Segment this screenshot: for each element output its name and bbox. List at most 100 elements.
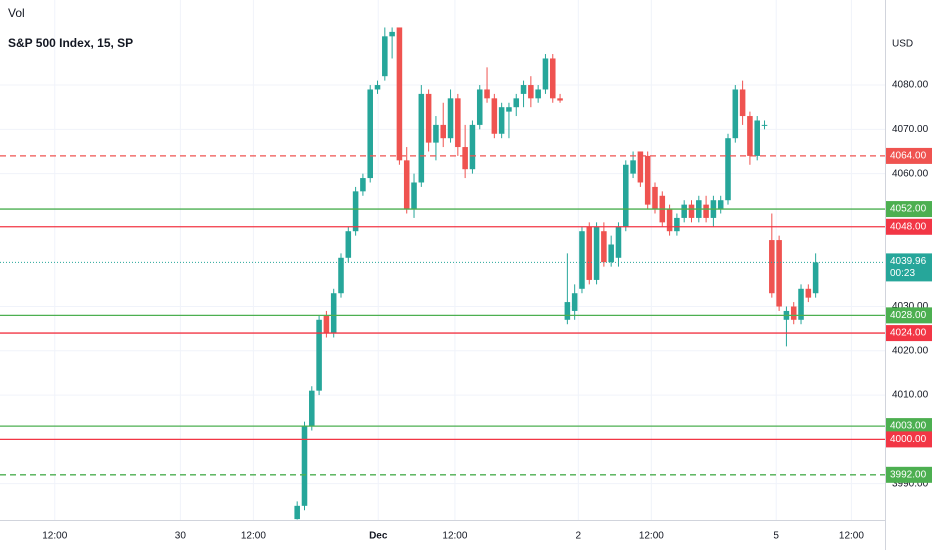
volume-label: Vol	[8, 6, 25, 20]
level-tag	[886, 218, 932, 235]
candle-body	[425, 93, 432, 143]
level-label: 4024.00	[890, 328, 927, 339]
level-label: 4052.00	[890, 204, 927, 215]
y-tick-label: 3990.00	[892, 478, 929, 489]
level-label: 4028.00	[890, 310, 927, 321]
candle-body	[637, 151, 644, 183]
x-tick-label: 5	[773, 531, 779, 542]
level-label: 4064.00	[890, 151, 927, 162]
candle-body	[601, 231, 607, 263]
x-tick-label: 12:00	[241, 531, 266, 542]
candle-body	[433, 124, 439, 143]
level-label: 4048.00	[890, 221, 927, 232]
level-tag	[886, 201, 932, 218]
chart-title: S&P 500 Index, 15, SP	[8, 36, 133, 50]
candle-body	[513, 98, 520, 108]
candle-body	[323, 315, 330, 334]
y-tick-label: 4070.00	[892, 124, 929, 135]
candle-body	[644, 155, 651, 205]
x-tick-label: 30	[175, 531, 187, 542]
candle-body	[652, 186, 658, 210]
candle-body	[294, 505, 300, 520]
last-price-label: 4039.96	[890, 256, 927, 267]
candle-body	[717, 200, 724, 210]
candle-body	[396, 27, 403, 161]
x-tick-label: 12:00	[839, 531, 864, 542]
candle-body	[579, 231, 585, 289]
y-tick-label: 4080.00	[892, 80, 929, 91]
candle-body	[571, 293, 578, 311]
candle-body	[776, 240, 782, 307]
x-tick-label: 12:00	[42, 531, 67, 542]
candle-body	[798, 288, 804, 320]
candle-body	[754, 120, 760, 156]
candle-body	[747, 116, 753, 156]
candle-body	[557, 98, 563, 101]
candle-body	[476, 89, 483, 125]
candle-body	[593, 226, 600, 280]
candle-body	[301, 426, 308, 506]
candle-body	[528, 85, 534, 99]
candle-body	[674, 217, 680, 232]
level-label: 4003.00	[890, 421, 927, 432]
candle-body	[520, 85, 527, 94]
level-tag	[886, 418, 932, 435]
candle-body	[615, 226, 622, 258]
candle-body	[447, 98, 454, 139]
y-tick-label: 4020.00	[892, 345, 929, 356]
candle-body	[703, 204, 709, 218]
last-price-tag	[886, 253, 932, 282]
candle-body	[469, 124, 476, 170]
candle-body	[374, 85, 381, 90]
level-label: 3992.00	[890, 469, 927, 480]
candle-body	[360, 178, 366, 192]
x-tick-label: 12:00	[639, 531, 664, 542]
candle-body	[418, 93, 425, 183]
candle-body	[790, 306, 797, 320]
candle-body	[484, 89, 490, 99]
y-tick-label: 4010.00	[892, 390, 929, 401]
candle-body	[564, 302, 571, 320]
y-tick-label: 4030.00	[892, 301, 929, 312]
candle-body	[455, 98, 461, 148]
level-tag	[886, 431, 932, 448]
bar-timer: 00:23	[890, 268, 915, 279]
candle-body	[345, 231, 352, 258]
candle-body	[352, 191, 359, 232]
candle-body	[403, 160, 410, 210]
candle-body	[769, 240, 775, 294]
candle-body	[389, 31, 395, 37]
x-tick-label: 12:00	[442, 531, 467, 542]
level-tag	[886, 325, 932, 342]
candle-body	[608, 244, 614, 263]
candle-body	[462, 147, 468, 170]
candle-body	[761, 124, 768, 126]
candle-body	[812, 262, 819, 294]
candle-body	[681, 204, 687, 218]
candle-body	[739, 89, 746, 117]
level-tag	[886, 466, 932, 483]
x-tick-label: Dec	[369, 531, 388, 542]
candle-body	[440, 124, 447, 139]
candle-body	[623, 164, 629, 227]
level-tag	[886, 147, 932, 164]
candle-body	[309, 390, 315, 427]
candle-body	[330, 293, 337, 334]
candle-body	[725, 138, 731, 201]
candle-body	[732, 89, 739, 139]
level-label: 4000.00	[890, 434, 927, 445]
currency-label: USD	[892, 39, 913, 50]
x-tick-label: 2	[576, 531, 582, 542]
candle-body	[491, 98, 498, 134]
candle-body	[498, 107, 505, 134]
candle-body	[805, 288, 812, 298]
candle-body	[382, 36, 388, 77]
candle-body	[586, 226, 593, 280]
y-tick-label: 4060.00	[892, 168, 929, 179]
candle-body	[542, 58, 549, 90]
candle-body	[411, 182, 417, 210]
candle-body	[316, 319, 322, 391]
candle-body	[338, 257, 344, 294]
level-tag	[886, 307, 932, 324]
